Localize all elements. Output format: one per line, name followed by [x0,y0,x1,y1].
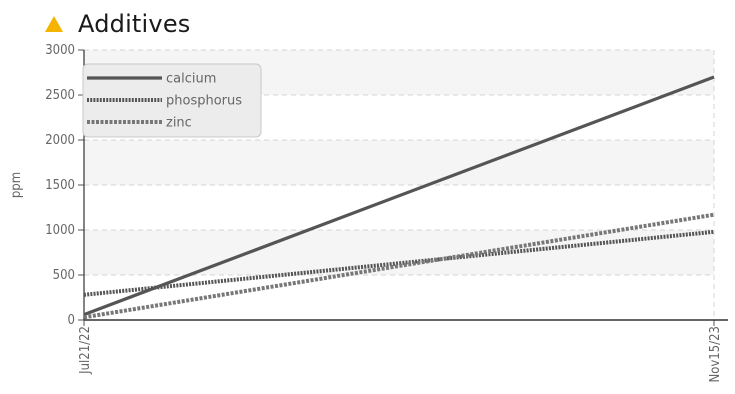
legend-label-calcium: calcium [166,72,216,87]
warning-triangle-icon [45,16,63,32]
legend-label-zinc: zinc [166,116,192,131]
chart-title: Additives [78,10,191,38]
x-tick-label: Jul21/22 [78,326,93,375]
grid-band [84,140,714,185]
chart-header: Additives [44,8,190,40]
y-tick-label: 3000 [45,43,75,58]
y-tick-label: 1000 [45,223,75,238]
y-tick-label: 2000 [45,133,75,148]
legend-label-phosphorus: phosphorus [166,94,242,109]
y-axis-label: ppm [9,172,24,198]
y-tick-label: 500 [53,268,75,283]
x-tick-label: Nov15/23 [708,326,723,383]
y-tick-label: 1500 [45,178,75,193]
grid-band [84,230,714,275]
y-tick-label: 2500 [45,88,75,103]
series-line-zinc [83,212,715,320]
legend-box [82,63,262,138]
y-tick-label: 0 [68,313,75,328]
series-line-calcium [83,75,715,317]
